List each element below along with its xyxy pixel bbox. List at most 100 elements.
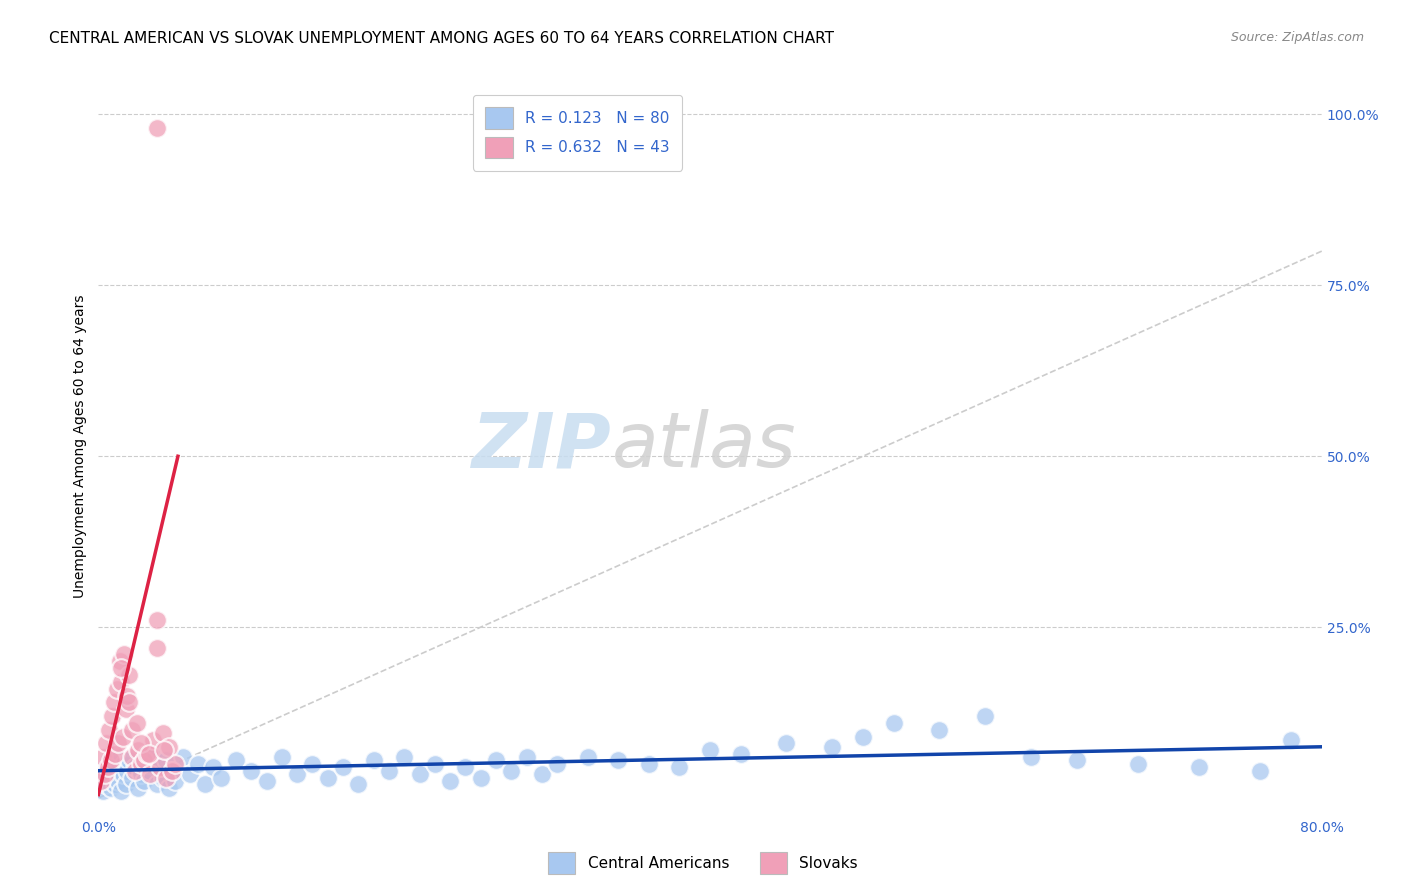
Point — [97, 760, 120, 774]
Point — [142, 733, 165, 747]
Point — [108, 654, 131, 668]
Point — [108, 750, 131, 764]
Point — [93, 777, 115, 791]
Text: CENTRAL AMERICAN VS SLOVAK UNEMPLOYMENT AMONG AGES 60 TO 64 YEARS CORRELATION CH: CENTRAL AMERICAN VS SLOVAK UNEMPLOYMENT … — [49, 31, 834, 46]
Point — [160, 764, 183, 778]
Point — [142, 750, 165, 764]
Point — [125, 715, 148, 730]
Point — [149, 760, 172, 774]
Point — [439, 774, 461, 789]
Point — [155, 771, 177, 785]
Point — [97, 774, 120, 789]
Point — [145, 640, 167, 655]
Point — [157, 780, 180, 795]
Point — [93, 767, 115, 781]
Point — [152, 726, 174, 740]
Point — [363, 754, 385, 768]
Point — [209, 771, 232, 785]
Point — [408, 767, 430, 781]
Point — [111, 767, 134, 781]
Point — [179, 767, 201, 781]
Point — [883, 715, 905, 730]
Point — [115, 702, 138, 716]
Point — [153, 743, 176, 757]
Point — [134, 774, 156, 789]
Point — [110, 784, 132, 798]
Point — [668, 760, 690, 774]
Point — [152, 771, 174, 785]
Point — [91, 784, 114, 798]
Point — [285, 767, 308, 781]
Point — [225, 754, 247, 768]
Point — [1066, 754, 1088, 768]
Point — [202, 760, 225, 774]
Point — [730, 747, 752, 761]
Point — [103, 695, 125, 709]
Point — [423, 756, 446, 771]
Point — [516, 750, 538, 764]
Point — [117, 764, 139, 778]
Point — [107, 774, 129, 789]
Point — [117, 689, 139, 703]
Point — [470, 771, 492, 785]
Point — [332, 760, 354, 774]
Point — [111, 730, 134, 744]
Point — [775, 736, 797, 750]
Point — [301, 756, 323, 771]
Point — [104, 777, 127, 791]
Point — [821, 739, 844, 754]
Text: ZIP: ZIP — [472, 409, 612, 483]
Text: atlas: atlas — [612, 409, 797, 483]
Point — [637, 756, 661, 771]
Point — [316, 771, 339, 785]
Point — [139, 767, 162, 781]
Point — [94, 760, 117, 774]
Point — [138, 747, 160, 761]
Point — [118, 668, 141, 682]
Point — [139, 764, 162, 778]
Point — [163, 756, 186, 771]
Point — [129, 756, 152, 771]
Point — [98, 754, 121, 768]
Point — [378, 764, 401, 778]
Point — [91, 750, 114, 764]
Point — [134, 754, 156, 768]
Point — [576, 750, 599, 764]
Point — [127, 743, 149, 757]
Y-axis label: Unemployment Among Ages 60 to 64 years: Unemployment Among Ages 60 to 64 years — [73, 294, 87, 598]
Point — [1279, 733, 1302, 747]
Point — [194, 777, 217, 791]
Point — [149, 760, 172, 774]
Point — [105, 764, 128, 778]
Point — [105, 681, 128, 696]
Point — [974, 709, 997, 723]
Point — [347, 777, 370, 791]
Point — [501, 764, 523, 778]
Point — [160, 764, 183, 778]
Point — [607, 754, 630, 768]
Text: Source: ZipAtlas.com: Source: ZipAtlas.com — [1230, 31, 1364, 45]
Point — [112, 648, 135, 662]
Point — [110, 674, 132, 689]
Point — [121, 723, 143, 737]
Point — [136, 756, 159, 771]
Point — [100, 754, 122, 768]
Point — [485, 754, 508, 768]
Point — [852, 730, 875, 744]
Point — [157, 739, 180, 754]
Point — [454, 760, 477, 774]
Point — [129, 767, 152, 781]
Point — [699, 743, 721, 757]
Legend: Central Americans, Slovaks: Central Americans, Slovaks — [541, 846, 865, 880]
Point — [121, 771, 143, 785]
Point — [103, 756, 125, 771]
Point — [104, 747, 127, 761]
Point — [107, 736, 129, 750]
Point — [124, 764, 146, 778]
Point — [98, 723, 121, 737]
Point — [145, 121, 167, 136]
Point — [112, 756, 135, 771]
Point — [1019, 750, 1042, 764]
Point — [90, 774, 112, 789]
Point — [136, 747, 159, 761]
